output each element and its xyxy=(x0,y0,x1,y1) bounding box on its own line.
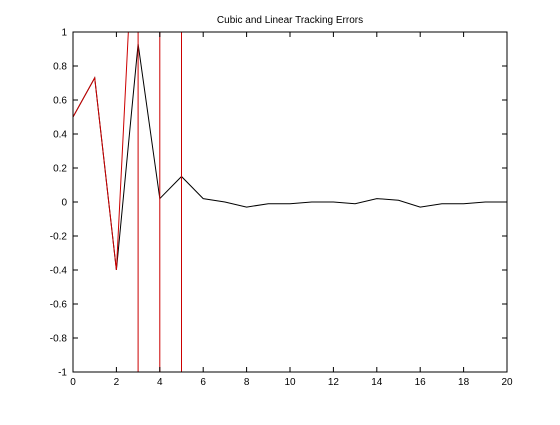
y-axis: -1 -0.8 -0.6 -0.4 -0.2 0 0.2 0.4 0.6 0.8 1 xyxy=(50,28,507,379)
y-tick-label: -0.4 xyxy=(50,266,68,277)
plot-area xyxy=(73,32,507,372)
x-axis: 0 2 4 6 8 10 12 14 16 18 20 xyxy=(70,32,513,388)
y-tick-label: 0.8 xyxy=(53,62,67,73)
x-tick-label: 14 xyxy=(371,377,383,388)
x-tick-label: 8 xyxy=(244,377,250,388)
y-tick-label: 0 xyxy=(61,198,67,209)
x-tick-label: 12 xyxy=(328,377,340,388)
x-tick-label: 0 xyxy=(70,377,76,388)
x-tick-label: 20 xyxy=(501,377,513,388)
y-tick-label: 0.4 xyxy=(53,130,67,141)
x-tick-label: 10 xyxy=(284,377,296,388)
chart-title: Cubic and Linear Tracking Errors xyxy=(217,15,363,26)
series-line-1 xyxy=(73,32,182,372)
x-tick-label: 16 xyxy=(415,377,427,388)
x-tick-label: 18 xyxy=(458,377,470,388)
y-tick-label: -0.8 xyxy=(50,334,68,345)
x-tick-label: 4 xyxy=(157,377,163,388)
y-tick-label: 1 xyxy=(61,28,67,39)
y-tick-label: -0.2 xyxy=(50,232,68,243)
x-tick-label: 2 xyxy=(114,377,120,388)
series-line-0 xyxy=(73,43,507,271)
y-tick-label: -0.6 xyxy=(50,300,68,311)
x-tick-label: 6 xyxy=(200,377,206,388)
y-tick-label: 0.2 xyxy=(53,164,67,175)
y-tick-label: 0.6 xyxy=(53,96,67,107)
y-tick-label: -1 xyxy=(58,368,67,379)
series-layer xyxy=(73,32,507,372)
